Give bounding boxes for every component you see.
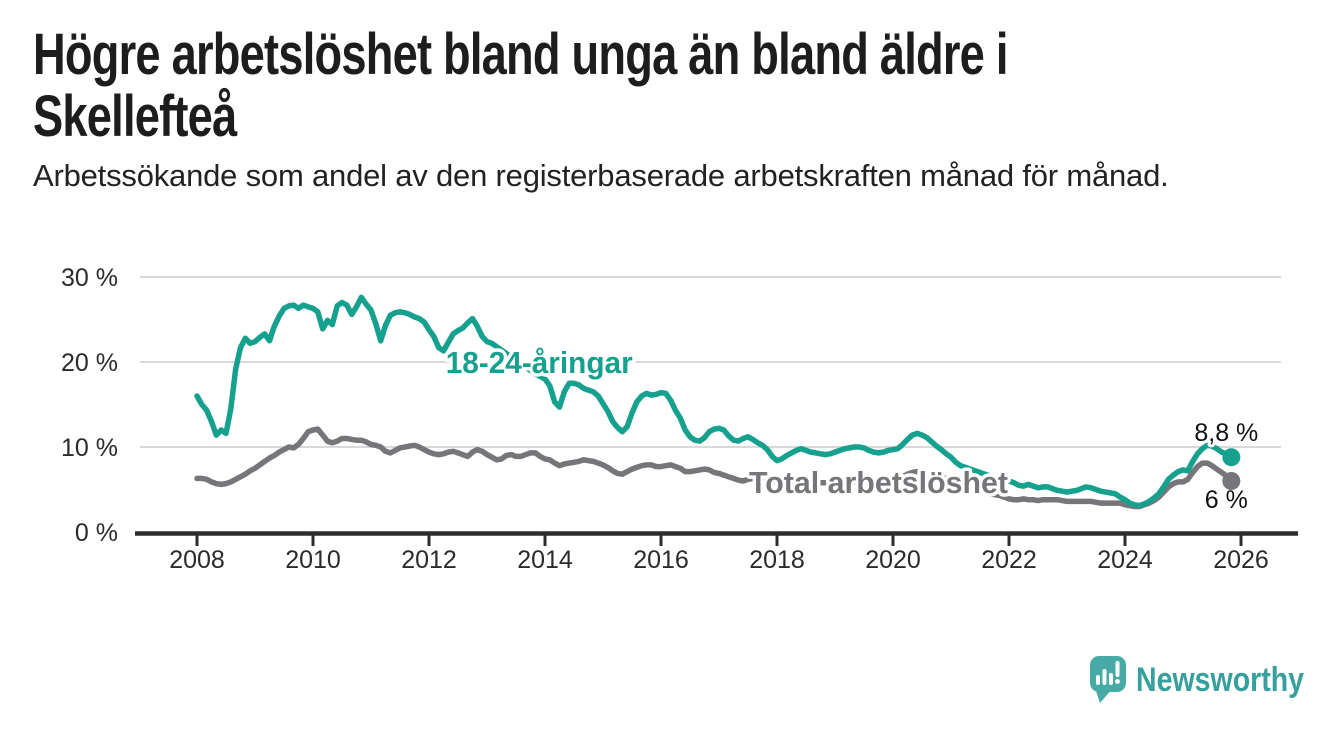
series-line-young <box>194 294 1235 509</box>
page-title: Högre arbetslöshet bland unga än bland ä… <box>33 22 1008 150</box>
end-value-label-total: 6 % <box>1205 486 1248 514</box>
x-tick-label-2018: 2018 <box>749 546 805 574</box>
x-tick-label-2008: 2008 <box>169 546 225 574</box>
series-end-dot-total <box>1222 472 1241 490</box>
x-tick-label-2012: 2012 <box>401 546 457 574</box>
y-tick-label-20: 20 % <box>61 349 118 377</box>
series-label-young: 18-24-åringar <box>446 345 633 380</box>
newsworthy-bubble-chart-icon <box>1090 656 1126 703</box>
x-tick-label-2024: 2024 <box>1097 546 1153 574</box>
series-line-total <box>194 426 1235 510</box>
x-tick-label-2026: 2026 <box>1213 546 1269 574</box>
series-end-dot-young <box>1222 448 1241 467</box>
x-tick-label-2014: 2014 <box>517 546 573 574</box>
y-tick-label-10: 10 % <box>61 434 118 462</box>
y-tick-label-30: 30 % <box>61 264 118 292</box>
series-label-total: Total arbetslöshet <box>749 465 1008 500</box>
x-tick-label-2016: 2016 <box>633 546 689 574</box>
chart-header: Högre arbetslöshet bland unga än bland ä… <box>33 22 1340 198</box>
end-value-label-young: 8,8 % <box>1194 419 1258 447</box>
newsworthy-logo: Newsworthy <box>1090 656 1304 703</box>
y-tick-label-0: 0 % <box>75 519 118 547</box>
x-tick-label-2020: 2020 <box>865 546 921 574</box>
x-tick-label-2010: 2010 <box>285 546 341 574</box>
newsworthy-logo-text: Newsworthy <box>1136 661 1304 699</box>
x-tick-label-2022: 2022 <box>981 546 1037 574</box>
page-subtitle: Arbetssökande som andel av den registerb… <box>33 158 1169 194</box>
